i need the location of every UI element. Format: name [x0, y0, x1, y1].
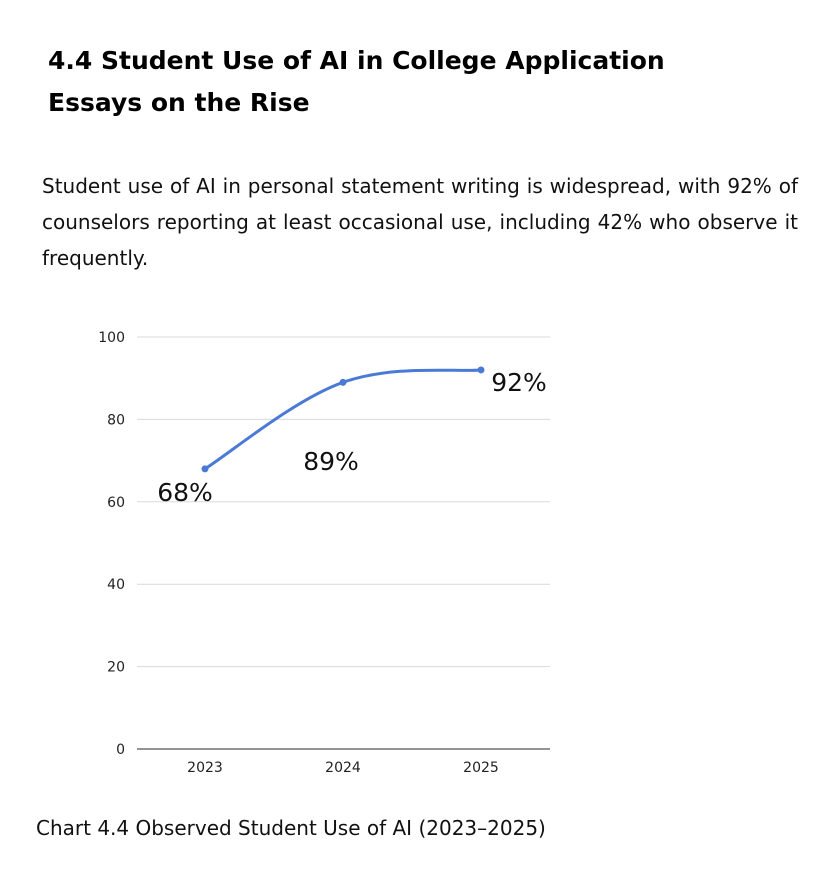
data-label: 68%	[157, 478, 213, 507]
x-tick-label: 2025	[463, 760, 499, 776]
grid-lines	[137, 336, 550, 750]
y-tick-label: 80	[107, 412, 125, 428]
data-label: 89%	[303, 447, 359, 476]
chart-caption: Chart 4.4 Observed Student Use of AI (20…	[36, 816, 546, 840]
y-tick-label: 60	[107, 495, 125, 511]
x-tick-label: 2023	[187, 760, 223, 776]
data-label: 92%	[491, 368, 547, 397]
x-tick-label: 2024	[325, 760, 361, 776]
section-heading: 4.4 Student Use of AI in College Applica…	[48, 46, 665, 117]
y-tick-label: 20	[107, 660, 125, 676]
y-axis-ticks: 0 20 40 60 80 100	[98, 330, 125, 758]
y-tick-label: 0	[116, 742, 125, 758]
x-axis-ticks: 2023 2024 2025	[187, 760, 499, 776]
data-point	[339, 378, 347, 386]
data-points	[201, 366, 485, 473]
data-point	[201, 465, 209, 473]
y-tick-label: 40	[107, 577, 125, 593]
y-tick-label: 100	[98, 330, 125, 346]
section-paragraph: Student use of AI in personal statement …	[42, 174, 798, 270]
data-labels: 68% 89% 92%	[157, 368, 547, 507]
data-point	[477, 366, 485, 374]
line-chart: 0 20 40 60 80 100 2023 2024 2025 68% 89% 92%	[98, 330, 550, 776]
